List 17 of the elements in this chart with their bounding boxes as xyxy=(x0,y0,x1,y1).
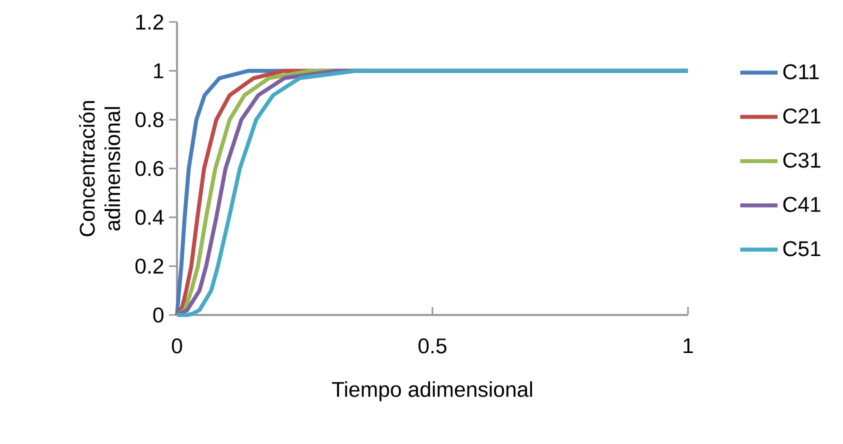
legend-label: C31 xyxy=(783,152,820,168)
legend-label: C11 xyxy=(783,64,819,80)
x-axis-title: Tiempo adimensional xyxy=(332,381,532,402)
legend-label: C51 xyxy=(783,241,820,256)
legend-label: C41 xyxy=(783,196,820,212)
y-tick-label: 0 xyxy=(153,307,164,323)
x-tick-label: 0.5 xyxy=(418,338,446,354)
y-axis-title: Concentración adimensional xyxy=(78,101,120,236)
legend-label: C21 xyxy=(783,108,820,124)
y-tick-label: 1.2 xyxy=(136,14,164,30)
x-tick-label: 1 xyxy=(684,338,693,354)
y-tick-label: 0.4 xyxy=(135,210,164,225)
y-tick-label: 0.6 xyxy=(135,160,164,176)
x-tick-label: 0 xyxy=(172,338,182,354)
y-tick-label: 0.8 xyxy=(135,112,164,128)
y-tick-label: 1 xyxy=(154,63,164,78)
y-tick-label: 0.2 xyxy=(135,258,164,274)
